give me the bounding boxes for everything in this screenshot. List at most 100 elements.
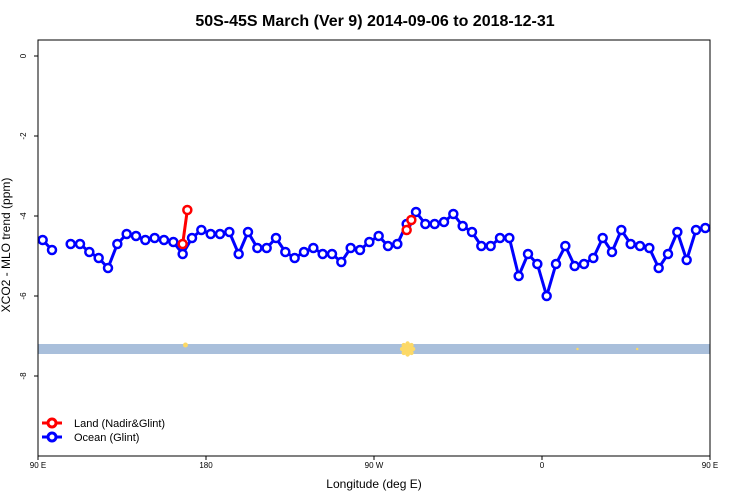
x-axis-label: Longitude (deg E) <box>326 477 421 491</box>
ocean-data-point <box>420 218 431 230</box>
ocean-data-point <box>280 246 291 258</box>
ocean-data-point <box>224 226 235 238</box>
legend-item-ocean: Ocean (Glint) <box>42 431 139 444</box>
ocean-data-point <box>457 220 468 232</box>
ocean-data-point <box>84 246 95 258</box>
ocean-data-point <box>74 238 86 250</box>
ocean-data-point <box>476 240 487 252</box>
legend-land-marker <box>46 417 58 429</box>
ocean-data-point <box>700 222 711 234</box>
land-data-point <box>406 214 417 226</box>
land-marker-lobe <box>409 342 414 348</box>
ocean-data-point <box>37 234 48 246</box>
ocean-data-point <box>616 224 627 236</box>
land-marker-lobe <box>401 350 406 356</box>
land-marker-lobe <box>401 342 406 348</box>
ocean-data-point <box>625 238 636 250</box>
ocean-data-point <box>289 252 300 264</box>
land-series-line <box>181 209 189 245</box>
y-tick-label: -2 <box>19 132 28 140</box>
ocean-data-point <box>541 290 552 302</box>
ocean-data-point <box>252 242 263 254</box>
ocean-data-point <box>298 246 310 258</box>
land-marker <box>636 347 639 351</box>
ocean-data-point <box>242 226 254 238</box>
ocean-data-point <box>494 232 506 244</box>
ocean-data-point <box>205 228 216 240</box>
plot-area <box>37 39 711 457</box>
land-data-point <box>177 238 188 250</box>
land-markers <box>182 341 639 357</box>
ocean-data-point <box>214 228 226 240</box>
ocean-data-point <box>336 256 347 268</box>
ocean-data-point <box>644 242 655 254</box>
legend: Land (Nadir&Glint) Ocean (Glint) <box>42 417 165 444</box>
ocean-data-point <box>681 254 692 266</box>
x-tick-label: 180 <box>199 461 213 470</box>
ocean-data-point <box>317 248 328 260</box>
ocean-data-point <box>326 248 338 260</box>
y-tick-label: -8 <box>19 372 28 380</box>
ocean-data-point <box>102 262 114 274</box>
land-marker <box>182 342 188 348</box>
ocean-data-point <box>168 236 179 248</box>
ocean-data-point <box>550 258 562 270</box>
y-tick-label: 0 <box>19 53 28 58</box>
x-tick-label: 0 <box>540 461 545 470</box>
legend-item-land: Land (Nadir&Glint) <box>42 417 165 430</box>
y-axis-label: XCO2 - MLO trend (ppm) <box>0 178 13 313</box>
ocean-data-point <box>93 252 104 264</box>
ocean-data-point <box>504 232 515 244</box>
ocean-data-point <box>438 216 450 228</box>
ocean-data-point <box>130 230 142 242</box>
ocean-data-point <box>354 244 366 256</box>
ocean-data-point <box>672 226 683 238</box>
land-band <box>38 344 710 354</box>
land-marker-lobe <box>409 350 414 356</box>
ocean-data-point <box>112 238 123 250</box>
land-data-point <box>401 224 412 236</box>
ocean-data-point <box>177 248 188 260</box>
ocean-data-point <box>634 240 646 252</box>
land-marker-lobe <box>405 352 410 357</box>
ocean-data-point <box>382 240 394 252</box>
series-layer <box>37 204 711 302</box>
ocean-data-point <box>448 208 459 220</box>
ocean-data-point <box>522 248 534 260</box>
y-axis: 0 -2 -4 -6 -8 <box>19 53 38 380</box>
land-marker-lobe <box>399 346 405 352</box>
ocean-data-point <box>392 238 403 250</box>
ocean-data-point <box>578 258 590 270</box>
ocean-data-point <box>410 206 422 218</box>
ocean-data-point <box>140 234 151 246</box>
ocean-data-point <box>588 252 599 264</box>
ocean-data-point <box>196 224 207 236</box>
ocean-data-point <box>485 240 496 252</box>
ocean-data-point <box>597 232 608 244</box>
ocean-data-point <box>270 232 282 244</box>
ocean-data-point <box>690 224 702 236</box>
ocean-data-point <box>513 270 524 282</box>
ocean-data-point <box>233 248 244 260</box>
y-tick-label: -4 <box>19 212 28 220</box>
chart-title: 50S-45S March (Ver 9) 2014-09-06 to 2018… <box>195 13 554 30</box>
ocean-data-point <box>186 232 198 244</box>
legend-ocean-label: Ocean (Glint) <box>74 432 139 444</box>
x-tick-label: 90 E <box>30 461 46 470</box>
ocean-data-point <box>532 258 543 270</box>
ocean-data-point <box>466 226 478 238</box>
land-marker-lobe <box>410 346 416 352</box>
land-band-strip <box>38 344 710 354</box>
ocean-data-point <box>345 242 356 254</box>
legend-ocean-marker <box>46 431 58 443</box>
legend-land-label: Land (Nadir&Glint) <box>74 418 165 430</box>
ocean-data-point <box>606 246 618 258</box>
ocean-data-point <box>364 236 375 248</box>
land-marker <box>576 347 579 351</box>
ocean-data-point <box>569 260 580 272</box>
x-tick-label: 90 W <box>365 461 384 470</box>
ocean-data-point <box>373 230 384 242</box>
ocean-data-point <box>121 228 132 240</box>
ocean-data-point <box>429 218 440 230</box>
